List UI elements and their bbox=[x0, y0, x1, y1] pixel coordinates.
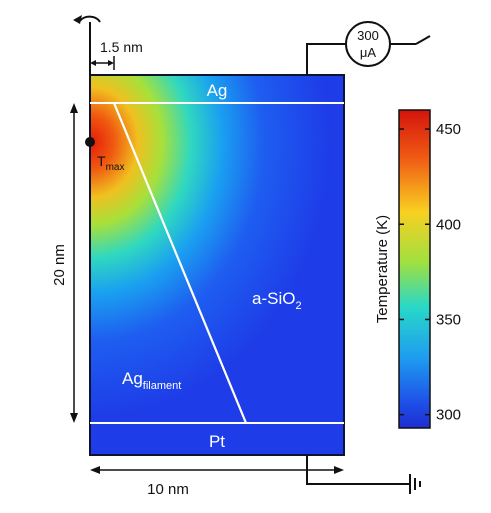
height-arrow-top-icon bbox=[70, 103, 78, 113]
height-arrow-bottom-icon bbox=[70, 413, 78, 423]
colorbar-tick-label: 400 bbox=[436, 216, 461, 233]
height-label: 20 nm bbox=[51, 244, 68, 286]
width-arrow-right-icon bbox=[334, 466, 344, 474]
source-value: 300 bbox=[357, 28, 379, 43]
bottom-electrode-label: Pt bbox=[209, 432, 225, 451]
ground-wire bbox=[306, 455, 410, 485]
colorbar-tick-label: 350 bbox=[436, 311, 461, 328]
radius-label: 1.5 nm bbox=[100, 39, 143, 55]
rotation-arrow-icon bbox=[79, 15, 101, 23]
top-electrode-label: Ag bbox=[207, 81, 228, 100]
switch-icon bbox=[415, 35, 431, 45]
colorbar-title: Temperature (K) bbox=[374, 215, 391, 323]
source-unit: μA bbox=[360, 45, 376, 60]
width-label: 10 nm bbox=[147, 481, 189, 498]
colorbar-tick-label: 450 bbox=[436, 121, 461, 138]
colorbar-ticks: 450 400 350 300 bbox=[399, 121, 461, 424]
rotation-arrowhead-icon bbox=[73, 15, 82, 24]
radius-arrow-right-icon bbox=[108, 60, 114, 66]
filament-label: Agfilament bbox=[122, 369, 181, 392]
tmax-point bbox=[85, 137, 95, 147]
colorbar bbox=[398, 109, 431, 429]
radius-arrow-left-icon bbox=[90, 60, 96, 66]
width-arrow-left-icon bbox=[90, 466, 100, 474]
tmax-label: Tmax bbox=[97, 153, 124, 173]
filament-edge bbox=[112, 102, 248, 424]
colorbar-tick-label: 300 bbox=[436, 407, 461, 424]
temperature-field bbox=[90, 75, 344, 455]
device-frame bbox=[89, 74, 345, 456]
oxide-label: a-SiO2 bbox=[252, 289, 302, 312]
source-wire bbox=[306, 43, 346, 75]
